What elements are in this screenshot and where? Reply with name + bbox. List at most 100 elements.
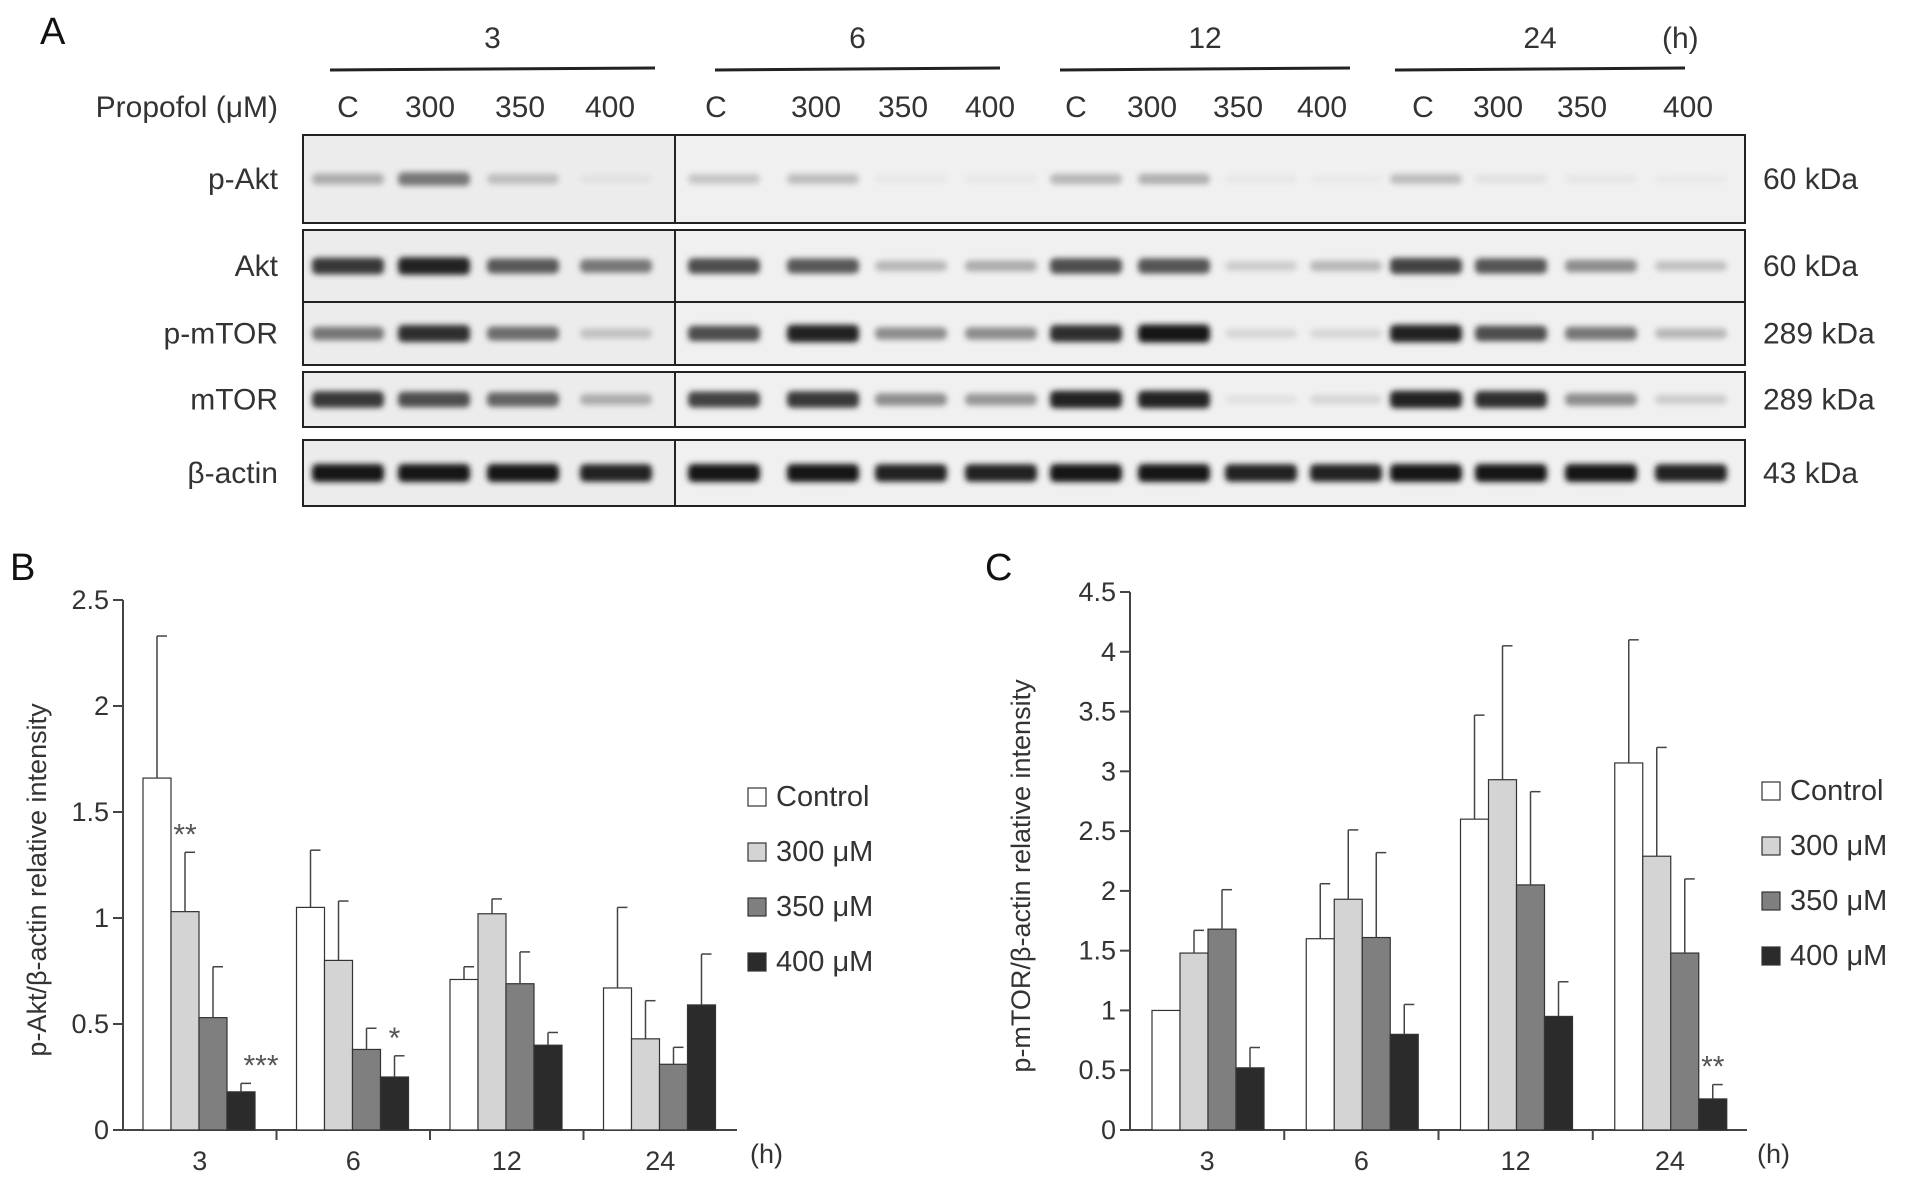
legend-label-300-m: 300 μM: [776, 836, 873, 868]
time-group-line: [1059, 66, 1351, 72]
bar-400-m-24h: [686, 1004, 717, 1131]
blot-band: [965, 464, 1037, 482]
bar-350-m-3h: [198, 1017, 228, 1131]
blot-band: [1050, 258, 1122, 274]
y-tick-label: 2.5: [1078, 816, 1116, 846]
blot-band: [1050, 464, 1122, 482]
blot-row-label: mTOR: [190, 384, 278, 417]
blot-band: [1138, 173, 1210, 185]
x-tick-label: 24: [1655, 1146, 1685, 1176]
y-tick-label: 0: [1101, 1115, 1116, 1145]
bar-control-3h: [142, 777, 172, 1131]
blot-band: [312, 257, 384, 275]
lane-label: C: [1065, 91, 1087, 124]
blot-band: [1138, 324, 1210, 343]
blot-band: [1475, 258, 1547, 274]
bar-400-m-12h: [1543, 1015, 1574, 1131]
lane-label: 400: [965, 91, 1015, 124]
blot-band: [580, 259, 652, 273]
panel-letter-a: A: [40, 11, 66, 53]
blot-band: [1655, 328, 1727, 339]
y-tick-label: 0.5: [1078, 1055, 1116, 1085]
blot-band: [1310, 260, 1382, 272]
legend-swatch-300-m: [747, 842, 767, 862]
lane-label: 300: [1127, 91, 1177, 124]
chart-c-x-unit: (h): [1757, 1139, 1790, 1169]
lane-label: 300: [791, 91, 841, 124]
blot-band: [787, 258, 859, 274]
bar-300-m-24h: [630, 1038, 661, 1131]
bar-control-12h: [1459, 818, 1490, 1131]
legend-swatch-350-m: [1761, 891, 1781, 911]
blot-band: [487, 326, 559, 341]
blot-band: [1225, 174, 1297, 184]
blot-band: [580, 174, 652, 184]
panel-letter-b: B: [10, 547, 35, 589]
blot-band: [1390, 324, 1462, 343]
blot-band: [1390, 464, 1462, 482]
bar-300-m-24h: [1642, 855, 1672, 1131]
bar-350-m-12h: [1515, 884, 1546, 1131]
blot-band: [875, 174, 947, 184]
lane-label: 400: [1297, 91, 1347, 124]
bar-300-m-6h: [1333, 898, 1363, 1131]
blot-row-mw: 289 kDa: [1763, 318, 1875, 351]
x-tick-label: 24: [645, 1146, 675, 1176]
chart-b-y-axis-title: p-Akt/β-actin relative intensity: [22, 703, 52, 1057]
blot-row-mw: 289 kDa: [1763, 384, 1875, 417]
blot-band: [688, 174, 760, 184]
bar-control-3h: [1151, 1009, 1181, 1131]
blot-band: [1138, 390, 1210, 409]
significance-marker: **: [173, 818, 197, 851]
blot-band: [312, 464, 384, 482]
blot-band: [1050, 173, 1122, 185]
blot-band: [312, 326, 384, 341]
blot-band: [965, 174, 1037, 184]
bar-350-m-24h: [1670, 952, 1700, 1131]
blot-row-p-mtor: p-mTOR 289 kDa: [164, 301, 1875, 366]
time-group-line: [329, 66, 656, 72]
blot-row-label: β-actin: [187, 457, 278, 490]
blot-band: [1475, 464, 1547, 482]
blot-band: [398, 464, 470, 482]
blot-band: [1475, 325, 1547, 342]
blot-band: [580, 464, 652, 482]
blot-band: [1050, 390, 1122, 409]
blot-band: [1565, 326, 1637, 341]
bar-300-m-12h: [1487, 779, 1518, 1131]
blot-band: [875, 464, 947, 482]
lane-label: 350: [495, 91, 545, 124]
lane-label: 300: [405, 91, 455, 124]
blot-band: [1475, 391, 1547, 408]
blot-band: [787, 464, 859, 482]
legend-label-400-m: 400 μM: [1790, 940, 1887, 972]
legend-swatch-control: [1761, 781, 1781, 801]
blot-row-label: p-mTOR: [164, 318, 278, 351]
bar-350-m-3h: [1207, 928, 1237, 1131]
blot-band: [487, 392, 559, 407]
bar-350-m-12h: [505, 983, 535, 1131]
legend-label-350-m: 350 μM: [1790, 885, 1887, 917]
treatment-label: Propofol (μM): [96, 91, 278, 124]
x-tick-label: 12: [1501, 1146, 1531, 1176]
blot-row-mw: 60 kDa: [1763, 250, 1858, 283]
y-tick-label: 0: [94, 1115, 109, 1145]
significance-marker: **: [1701, 1051, 1725, 1084]
y-tick-label: 4: [1101, 637, 1116, 667]
y-tick-label: 2.5: [71, 585, 109, 615]
bar-control-24h: [1614, 762, 1644, 1131]
bar-control-24h: [602, 987, 633, 1131]
chart-c-p-mtor: p-mTOR/β-actin relative intensity (h) 0 0…: [1006, 577, 1887, 1176]
blot-row-label: p-Akt: [208, 163, 279, 196]
blot-band: [688, 464, 760, 482]
blot-band: [398, 172, 470, 186]
blot-band: [1225, 261, 1297, 271]
legend-swatch-400-m: [1761, 946, 1781, 966]
blot-band: [1310, 329, 1382, 338]
blot-row-akt: Akt 60 kDa: [235, 229, 1858, 303]
blot-band: [398, 391, 470, 408]
y-tick-label: 2: [1101, 876, 1116, 906]
bar-400-m-6h: [379, 1076, 410, 1131]
legend-label-400-m: 400 μM: [776, 946, 873, 978]
blot-band: [1310, 174, 1382, 184]
